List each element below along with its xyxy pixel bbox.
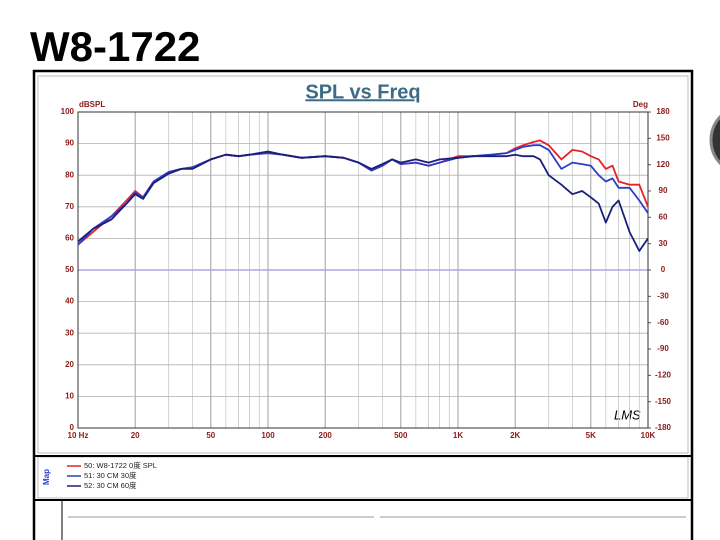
y2-tick-label: 60 — [659, 212, 668, 221]
y-tick-label: 40 — [65, 297, 74, 306]
y2-tick-label: -180 — [655, 423, 672, 432]
series-line — [77, 150, 649, 252]
y2-tick-label: 90 — [659, 186, 668, 195]
y2-tick-label: -60 — [657, 318, 669, 327]
legend-label: 51: 30 CM 30度 — [84, 470, 137, 480]
speaker-photo — [709, 114, 720, 166]
y-tick-label: 20 — [65, 360, 74, 369]
y-tick-label: 30 — [65, 328, 74, 337]
y2-tick-label: 150 — [656, 133, 670, 142]
y-tick-label: 90 — [65, 139, 74, 148]
x-tick-label: 10K — [641, 431, 656, 440]
annotation: LMS — [614, 407, 641, 422]
y-tick-label: 80 — [65, 170, 74, 179]
x-tick-label: 500 — [394, 431, 408, 440]
chart-panel — [37, 75, 689, 454]
y-tick-label: 0 — [70, 423, 75, 432]
x-tick-label: 5K — [586, 431, 596, 440]
y2-tick-label: -120 — [655, 370, 672, 379]
y-tick-label: 60 — [65, 234, 74, 243]
y-axis-label: dBSPL — [79, 100, 105, 109]
y2-tick-label: 180 — [656, 107, 670, 116]
x-tick-label: 20 — [131, 431, 140, 440]
y-tick-label: 100 — [61, 107, 75, 116]
chart-title: SPL vs Freq — [305, 81, 420, 103]
y-tick-label: 50 — [65, 265, 74, 274]
x-tick-label: 100 — [261, 431, 275, 440]
legend-label: 50: W8-1722 0度 SPL — [84, 460, 157, 470]
x-tick-label: 10 Hz — [68, 431, 89, 440]
y-tick-label: 70 — [65, 202, 74, 211]
legend-panel — [37, 456, 689, 499]
legend-title: Map — [42, 469, 51, 485]
y2-tick-label: -150 — [655, 397, 672, 406]
slide-title: W8-1722 — [30, 23, 200, 70]
x-tick-label: 1K — [453, 431, 463, 440]
plot-border — [77, 111, 649, 429]
y2-tick-label: -30 — [657, 291, 669, 300]
y2-tick-label: 0 — [661, 265, 666, 274]
y2-tick-label: 30 — [659, 239, 668, 248]
legend-label: 52: 30 CM 60度 — [84, 480, 137, 490]
y2-tick-label: -90 — [657, 344, 669, 353]
y2-tick-label: 120 — [656, 160, 670, 169]
y-tick-label: 10 — [65, 392, 74, 401]
x-tick-label: 200 — [319, 431, 333, 440]
y2-axis-label: Deg — [633, 100, 648, 109]
x-tick-label: 50 — [206, 431, 215, 440]
x-tick-label: 2K — [510, 431, 520, 440]
